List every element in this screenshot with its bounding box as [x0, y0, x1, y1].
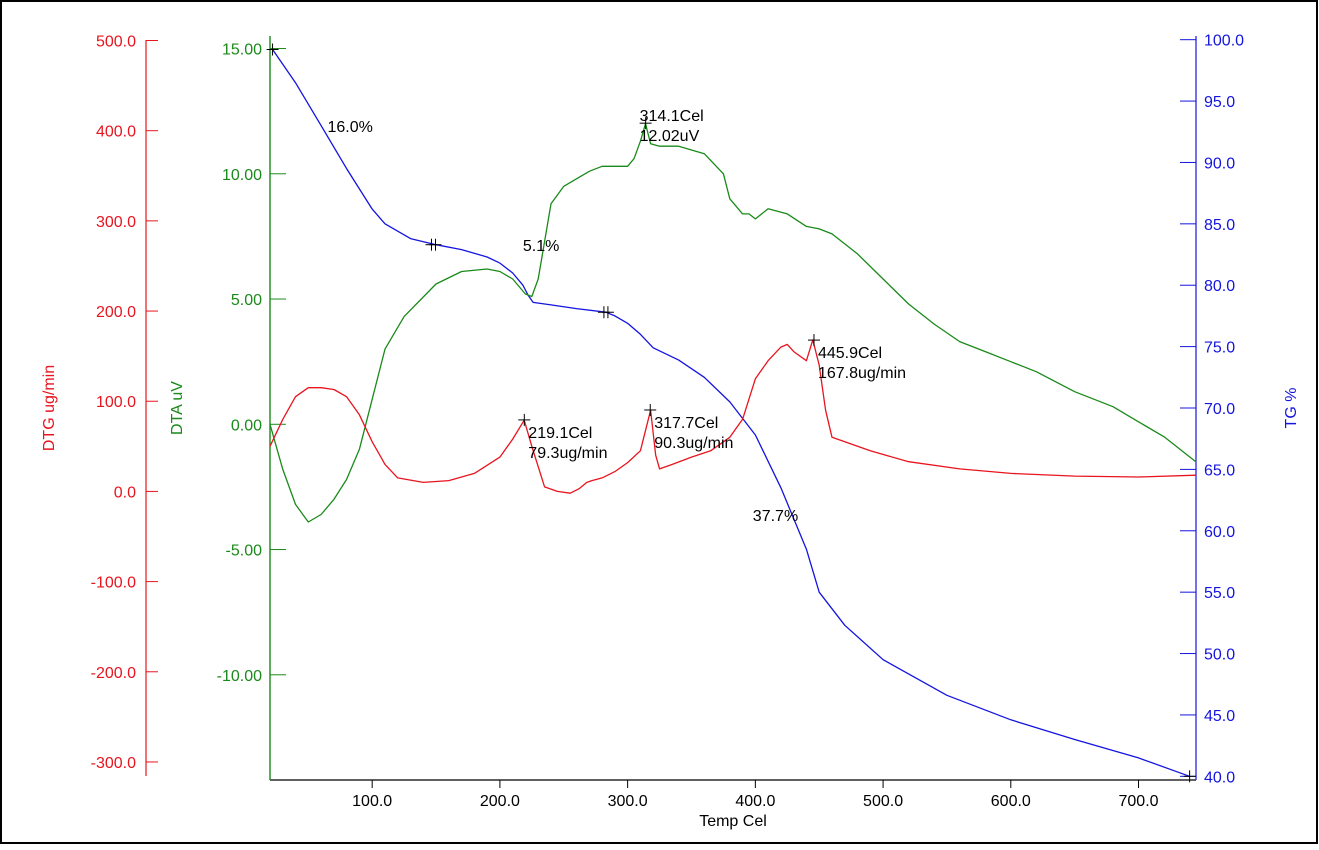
x-tick-label: 700.0	[1119, 793, 1159, 810]
tg-tick-label: 55.0	[1204, 585, 1235, 602]
tg-tick-label: 90.0	[1204, 155, 1235, 172]
x-tick-label: 200.0	[480, 793, 520, 810]
mass-loss-label: 5.1%	[523, 238, 559, 255]
dtg-tick-label: 400.0	[96, 124, 136, 141]
dta-tick-label: -5.00	[226, 543, 263, 560]
axes-layer: 100.0 200.0 300.0 400.0 500.0 600.0 700.0 Temp …	[41, 33, 1300, 830]
dtg-tick-label: 300.0	[96, 214, 136, 231]
peak-label-temp: 317.7Cel	[654, 415, 718, 432]
dta-tick-label: 15.00	[222, 42, 262, 59]
tg-series-line	[272, 49, 1190, 777]
annotation-layer: 16.0% 5.1% 37.7% 314.1Cel 12.02uV 219.1Cel 79.…	[266, 43, 1196, 783]
dtg-series-line	[269, 339, 1197, 494]
tg-tick-label: 50.0	[1204, 647, 1235, 664]
tg-tick-label: 75.0	[1204, 340, 1235, 357]
peak-label-temp: 445.9Cel	[818, 345, 882, 362]
x-tick-label: 500.0	[863, 793, 903, 810]
peak-label-value: 90.3ug/min	[654, 435, 733, 452]
tg-tick-label: 80.0	[1204, 278, 1235, 295]
dta-tick-label: 5.00	[231, 292, 262, 309]
tg-tick-label: 60.0	[1204, 524, 1235, 541]
tg-axis-label: TG %	[1283, 388, 1300, 429]
dtg-tick-label: -100.0	[91, 575, 136, 592]
dtg-tick-label: 500.0	[96, 34, 136, 51]
tg-tick-label: 70.0	[1204, 401, 1235, 418]
tg-tick-label: 45.0	[1204, 708, 1235, 725]
mass-loss-label: 16.0%	[327, 119, 372, 136]
tg-tick-label: 100.0	[1204, 33, 1244, 50]
dta-axis-label: DTA uV	[169, 381, 186, 435]
dtg-tick-label: -300.0	[91, 755, 136, 772]
x-tick-label: 100.0	[352, 793, 392, 810]
dta-tick-label: 10.00	[222, 167, 262, 184]
dtg-tick-label: -200.0	[91, 665, 136, 682]
tg-tick-label: 65.0	[1204, 462, 1235, 479]
x-tick-label: 400.0	[735, 793, 775, 810]
peak-label-temp: 219.1Cel	[528, 425, 592, 442]
tg-tick-label: 95.0	[1204, 94, 1235, 111]
mass-loss-label: 37.7%	[753, 508, 798, 525]
peak-label-value: 12.02uV	[640, 128, 700, 145]
dta-tick-label: -10.00	[217, 668, 262, 685]
peak-label-value: 79.3ug/min	[528, 445, 607, 462]
dtg-axis-label: DTG ug/min	[41, 365, 58, 451]
dtg-tick-label: 100.0	[96, 394, 136, 411]
dtg-tick-label: 0.0	[114, 484, 136, 501]
x-tick-label: 300.0	[608, 793, 648, 810]
peak-label-temp: 314.1Cel	[640, 108, 704, 125]
tg-tick-label: 85.0	[1204, 217, 1235, 234]
x-tick-label: 600.0	[991, 793, 1031, 810]
peak-label-value: 167.8ug/min	[818, 365, 906, 382]
dta-tick-label: 0.00	[231, 417, 262, 434]
x-axis-label: Temp Cel	[699, 813, 767, 830]
dtg-tick-label: 200.0	[96, 304, 136, 321]
tg-tick-label: 40.0	[1204, 769, 1235, 786]
